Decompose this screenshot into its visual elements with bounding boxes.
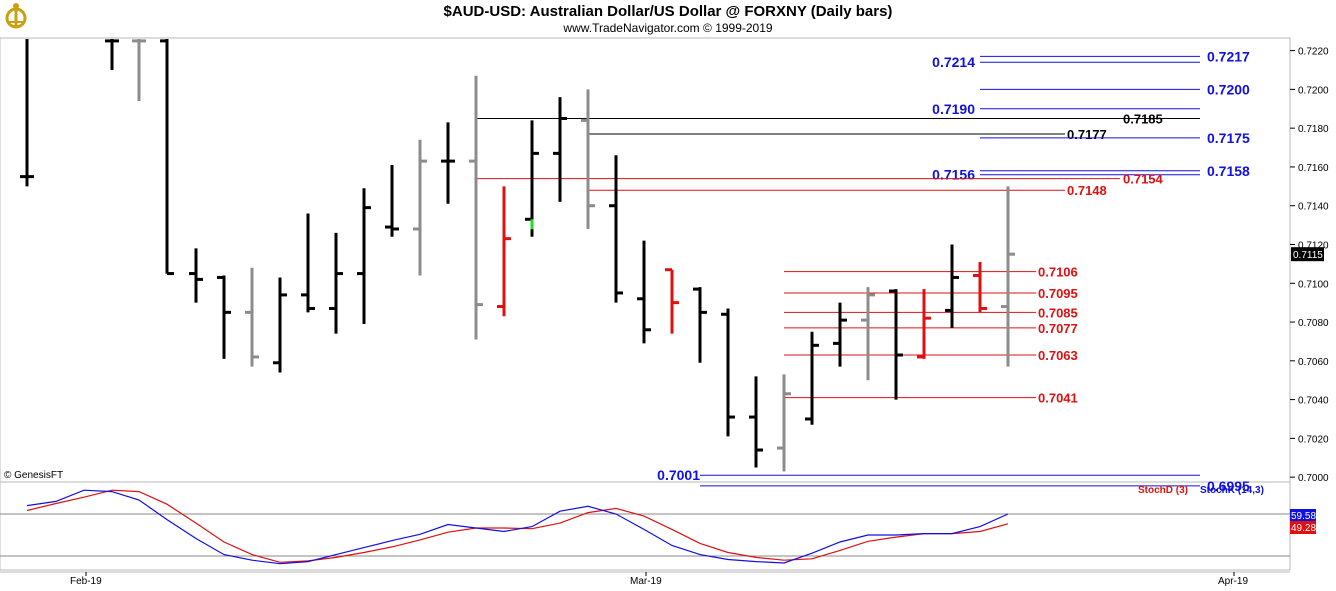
y-tick-label-0.7020: 0.7020	[1298, 434, 1329, 445]
stochk-value: 59.58	[1291, 511, 1316, 522]
chart-title: $AUD-USD: Australian Dollar/US Dollar @ …	[444, 3, 893, 20]
level-label-0.7200: 0.7200	[1207, 81, 1250, 97]
stochd-value-box	[1290, 521, 1316, 534]
last-price-box	[1291, 247, 1324, 262]
level-label-0.7217: 0.7217	[1207, 48, 1250, 64]
x-tick-label-Apr-19: Apr-19	[1218, 576, 1248, 587]
stochk-line	[26, 489, 1009, 565]
level-label-0.7185: 0.7185	[1123, 111, 1163, 126]
level-label-0.7148: 0.7148	[1067, 183, 1107, 198]
level-label-0.7158: 0.7158	[1207, 163, 1250, 179]
level-label-0.7190: 0.7190	[932, 101, 975, 117]
y-tick-label-0.7040: 0.7040	[1298, 396, 1329, 407]
y-tick-label-0.7080: 0.7080	[1298, 318, 1329, 329]
indicator-panel	[0, 481, 1291, 571]
level-label-0.7001: 0.7001	[657, 467, 700, 483]
y-tick-label-0.7000: 0.7000	[1298, 473, 1329, 484]
logo-anchor-icon	[5, 3, 27, 29]
level-label-0.7063: 0.7063	[1038, 348, 1078, 363]
y-tick-label-0.7060: 0.7060	[1298, 357, 1329, 368]
y-tick-label-0.7220: 0.7220	[1298, 47, 1329, 58]
level-label-0.6995: 0.6995	[1207, 478, 1250, 494]
chart-subtitle: www.TradeNavigator.com © 1999-2019	[562, 21, 772, 35]
stochk-value-box	[1290, 509, 1316, 522]
price-axis: 0.7000 0.7020 0.7040 0.7060 0.7080 0.7100 0.71…	[1290, 47, 1329, 484]
stochd-line	[26, 489, 1009, 563]
level-label-0.7175: 0.7175	[1207, 130, 1250, 146]
level-label-0.7106: 0.7106	[1038, 265, 1078, 280]
last-price-label: 0.7115	[1293, 250, 1323, 261]
y-tick-label-0.7120: 0.7120	[1298, 240, 1329, 251]
y-tick-label-0.7180: 0.7180	[1298, 124, 1329, 135]
y-tick-label-0.7100: 0.7100	[1298, 279, 1329, 290]
x-tick-label-Feb-19: Feb-19	[70, 576, 102, 587]
y-tick-label-0.7160: 0.7160	[1298, 163, 1329, 174]
copyright-note: © GenesisFT	[4, 470, 63, 481]
level-label-0.7095: 0.7095	[1038, 286, 1078, 301]
stochk-legend: StochK (14,3)	[1200, 485, 1264, 496]
stochd-legend: StochD (3)	[1138, 485, 1188, 496]
level-label-0.7177: 0.7177	[1067, 127, 1107, 142]
level-label-0.7214: 0.7214	[932, 54, 975, 70]
y-tick-label-0.7140: 0.7140	[1298, 202, 1329, 213]
level-label-0.7085: 0.7085	[1038, 305, 1078, 320]
y-tick-label-0.7200: 0.7200	[1298, 85, 1329, 96]
stochd-value: 49.28	[1291, 523, 1316, 534]
level-label-0.7041: 0.7041	[1038, 391, 1078, 406]
x-tick-label-Mar-19: Mar-19	[630, 576, 662, 587]
date-axis: Feb-19 Mar-19 Apr-19	[70, 572, 1248, 587]
level-label-0.7156: 0.7156	[932, 167, 975, 183]
level-label-0.7077: 0.7077	[1038, 321, 1078, 336]
level-label-0.7154: 0.7154	[1123, 172, 1164, 187]
price-bars	[20, 39, 1015, 472]
support-resistance-levels: 0.7214 0.7217 0.7200 0.7190 0.7185 0.7177 0.71…	[476, 48, 1250, 494]
